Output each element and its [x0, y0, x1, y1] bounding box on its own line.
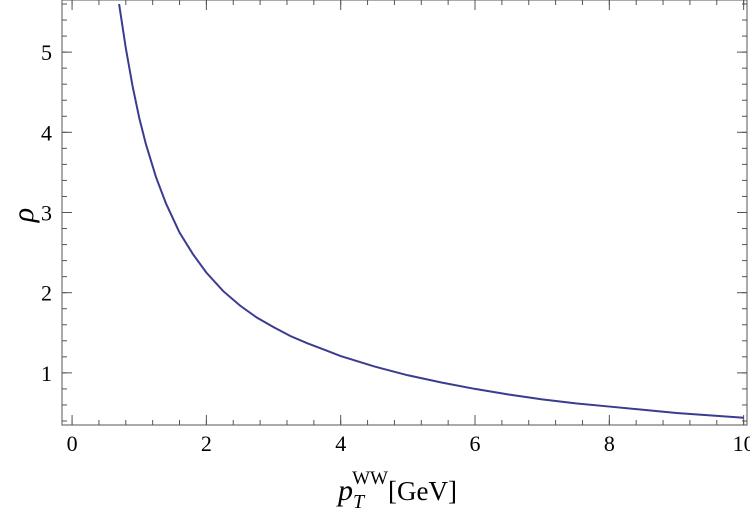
series-line: [118, 3, 744, 419]
y-tick-label: 5: [41, 40, 52, 65]
plot-frame: [61, 0, 748, 426]
x-tick-label: 2: [201, 431, 212, 456]
y-axis-label: ρ: [7, 208, 40, 223]
x-axis-label-unit: [GeV]: [388, 476, 457, 506]
x-tick-label: 10: [733, 431, 750, 456]
x-tick-label: 0: [67, 431, 78, 456]
x-tick-label: 4: [335, 431, 346, 456]
x-axis-label-base: p: [336, 474, 353, 507]
y-tick-label: 1: [41, 361, 52, 386]
x-tick-label: 8: [604, 431, 615, 456]
y-tick-label: 4: [41, 120, 52, 145]
x-axis-label-sub: T: [353, 491, 366, 512]
ticks: [62, 0, 747, 425]
y-tick-label: 3: [41, 201, 52, 226]
x-tick-label: 6: [470, 431, 481, 456]
x-axis-label: pTWW[GeV]: [336, 468, 457, 512]
y-tick-label: 2: [41, 281, 52, 306]
x-axis-label-sup: WW: [352, 468, 388, 489]
